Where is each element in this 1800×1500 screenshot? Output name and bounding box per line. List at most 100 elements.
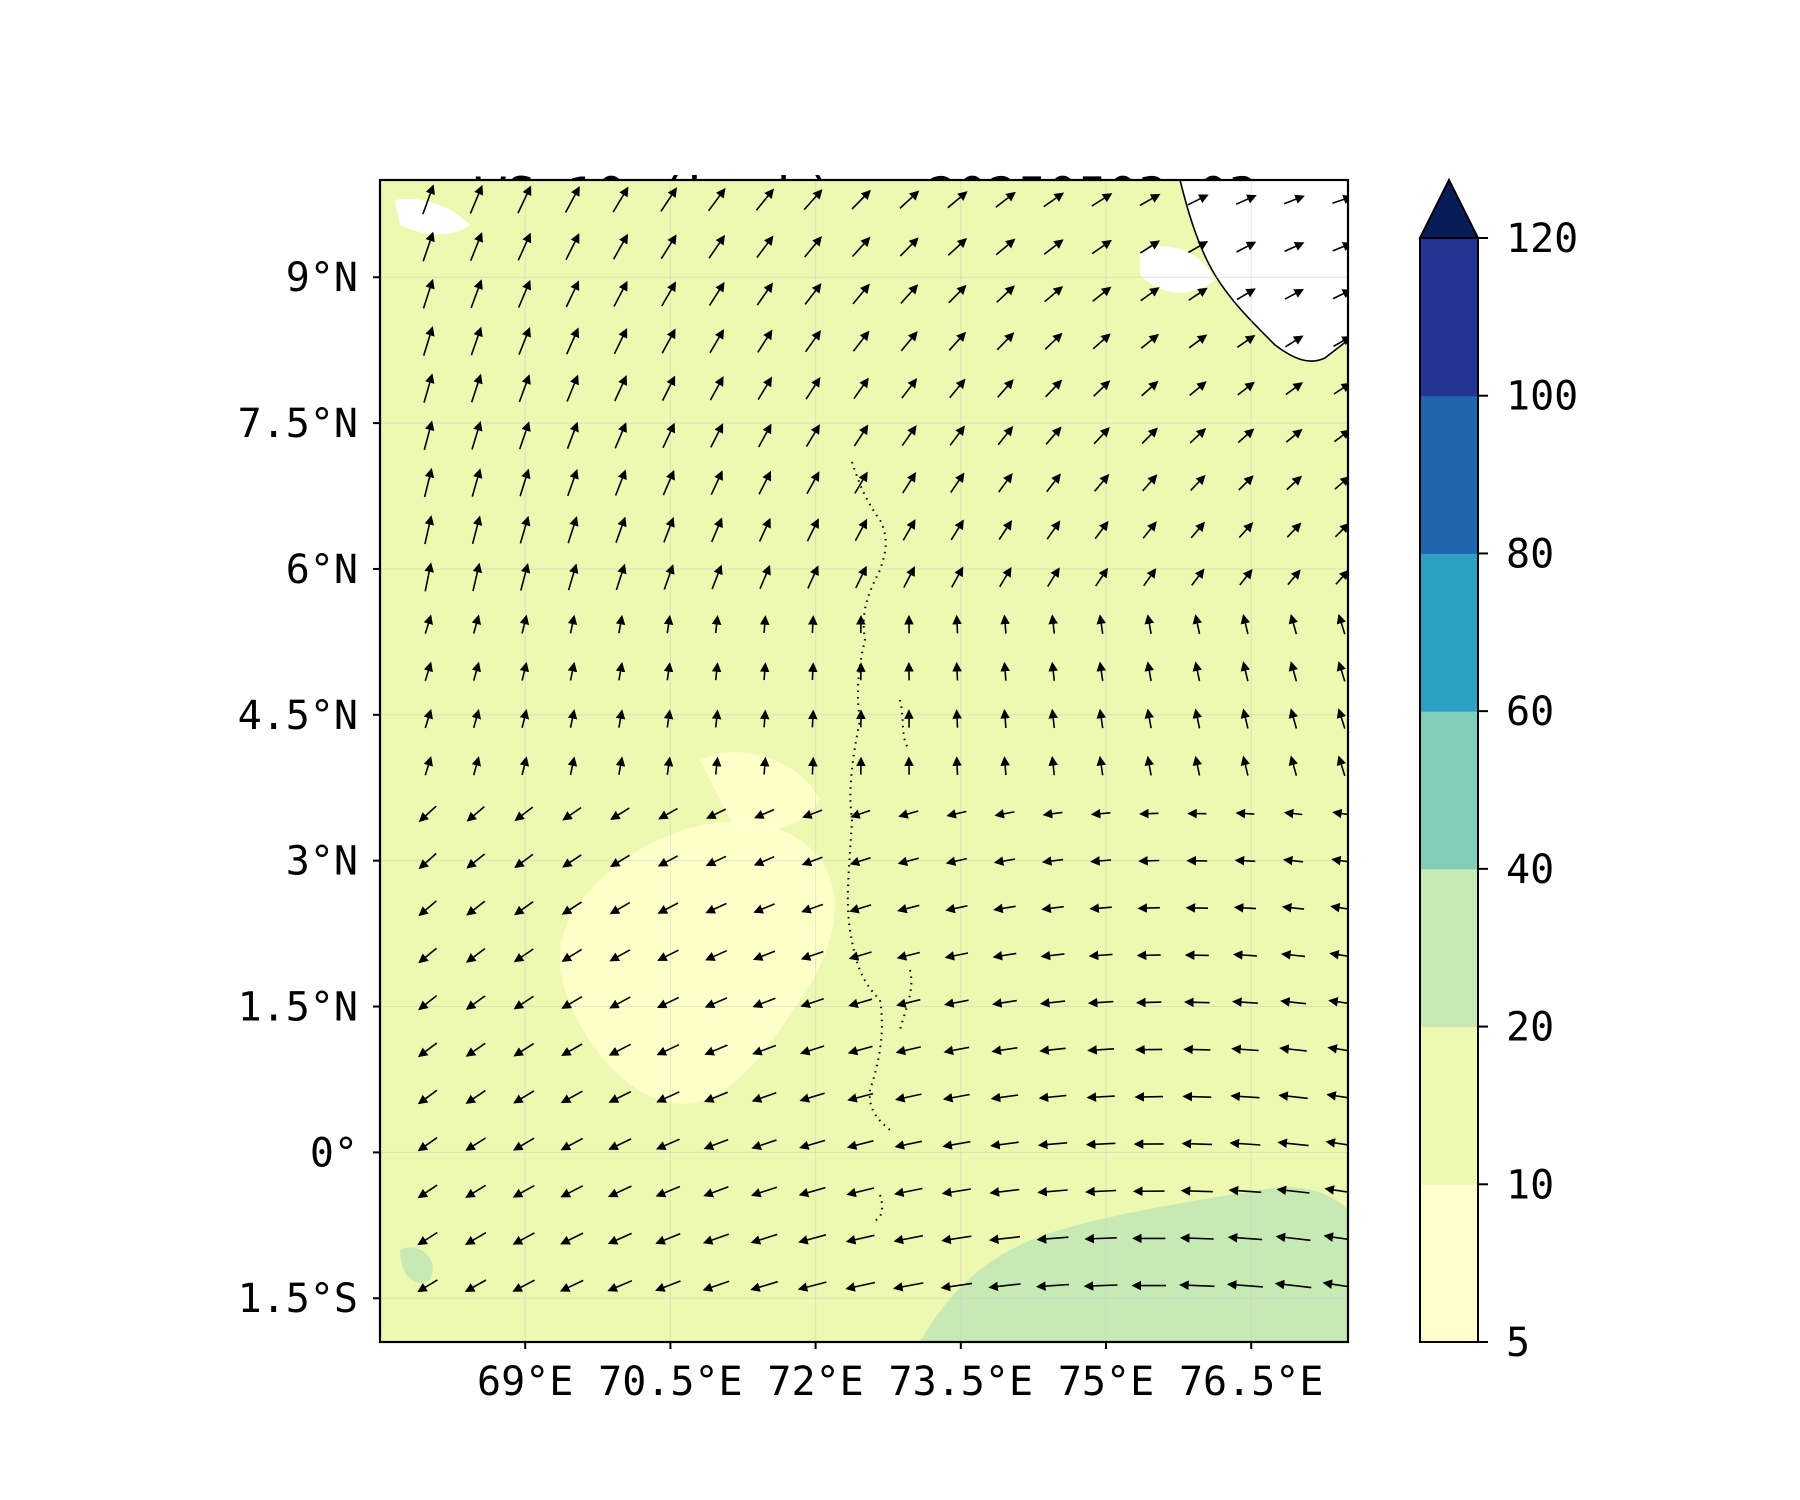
wind-arrow [609,949,631,962]
wind-arrow [753,903,775,914]
wind-arrow [948,284,967,304]
wind-arrow [758,470,772,495]
wind-arrow [561,948,583,962]
wind-arrow [702,1233,730,1245]
wind-arrow [992,998,1017,1008]
wind-arrow [1038,1092,1067,1103]
wind-arrow [470,279,483,309]
wind-arrow [899,237,919,257]
wind-arrow [1288,708,1298,729]
latitude-labels: 9°N 7.5°N 6°N 4.5°N 3°N 1.5°N 0° 1.5°S [238,255,380,1322]
wind-arrow [710,470,723,496]
wind-arrow [702,1280,730,1292]
wind-arrow [565,233,580,261]
wind-arrow [1331,855,1348,866]
land-india-coast [1180,180,1348,362]
wind-arrow [1283,194,1305,205]
wind-arrow [1228,1185,1262,1196]
wind-arrow [418,900,437,917]
wind-arrow [1042,808,1063,819]
wind-arrow [804,330,821,353]
wind-arrow [1088,950,1113,961]
wind-arrow [1046,520,1061,540]
wind-arrow [900,284,919,304]
wind-arrow [757,423,772,448]
wind-arrow [943,1045,970,1056]
wind-arrow [615,563,627,591]
wind-arrow [758,517,771,542]
wind-arrow [845,1281,876,1292]
wind-arrow [1090,856,1112,866]
wind-arrow [423,373,435,403]
wind-arrow [1192,708,1203,729]
wind-arrow [519,515,531,544]
wind-arrow [1139,808,1159,819]
wind-arrow [470,373,483,403]
wind-arrow [995,191,1016,208]
wind-arrow [518,421,531,450]
wind-arrow [944,998,969,1008]
wind-arrow [519,614,530,634]
wind-arrow [854,518,868,542]
wind-arrow [513,948,534,963]
wind-arrow [804,283,822,305]
wind-arrow [1048,614,1058,634]
calm-speed-region [700,752,820,831]
wind-arrow [845,1234,875,1245]
wind-arrow [1048,756,1058,776]
wind-arrow [517,279,532,308]
wind-arrow [512,1232,535,1245]
wind-arrow [1046,473,1061,493]
wind-arrow [1326,1091,1348,1101]
wind-arrow [561,1043,583,1056]
wind-arrow [846,1187,875,1198]
wind-arrow [1275,1232,1311,1243]
wind-arrow [757,329,773,353]
wind-arrow [471,661,481,681]
wind-arrow [988,1234,1020,1244]
colorbar-tick-label: 40 [1506,847,1554,893]
wind-arrow [469,232,484,262]
wind-arrow [996,332,1015,351]
wind-arrow [851,189,871,210]
wind-arrow [417,1279,438,1293]
wind-arrow [464,1279,487,1292]
wind-arrow [1041,856,1064,866]
wind-arrow [423,708,433,729]
wind-arrow [1048,708,1058,729]
wind-arrow [1144,755,1155,776]
wind-arrow [703,1138,729,1151]
wind-arrow [753,855,775,867]
wind-arrow [989,1187,1020,1197]
wind-arrow [952,614,962,634]
wind-arrow [660,234,677,260]
wind-arrow [848,951,872,961]
lat-tick-label: 1.5°N [238,985,358,1031]
wind-arrow [798,1186,826,1198]
wind-arrow [1238,475,1254,491]
wind-arrow [998,519,1013,540]
land-patch [395,198,470,235]
wind-arrow [952,661,962,681]
wind-arrow [1096,661,1107,682]
wind-arrow [567,563,579,591]
wind-arrow [1190,521,1206,539]
wind-arrow [663,614,674,634]
wind-arrow [1284,335,1304,348]
wind-arrow [705,902,727,914]
wind-arrow [471,420,483,450]
strong-speed-region [920,1187,1348,1342]
wind-arrow [1136,997,1162,1008]
wind-arrow [1237,381,1255,396]
wind-arrow [997,379,1014,398]
wind-arrow [610,807,630,820]
wind-arrow [708,281,725,306]
wind-arrow [466,805,485,822]
wind-arrow [567,661,578,681]
wind-arrow [1047,567,1060,587]
wind-arrow [661,375,676,401]
wind-arrow [808,709,818,728]
lat-tick-label: 4.5°N [238,693,358,739]
wind-arrow [465,1089,486,1104]
wind-arrow [756,235,774,259]
